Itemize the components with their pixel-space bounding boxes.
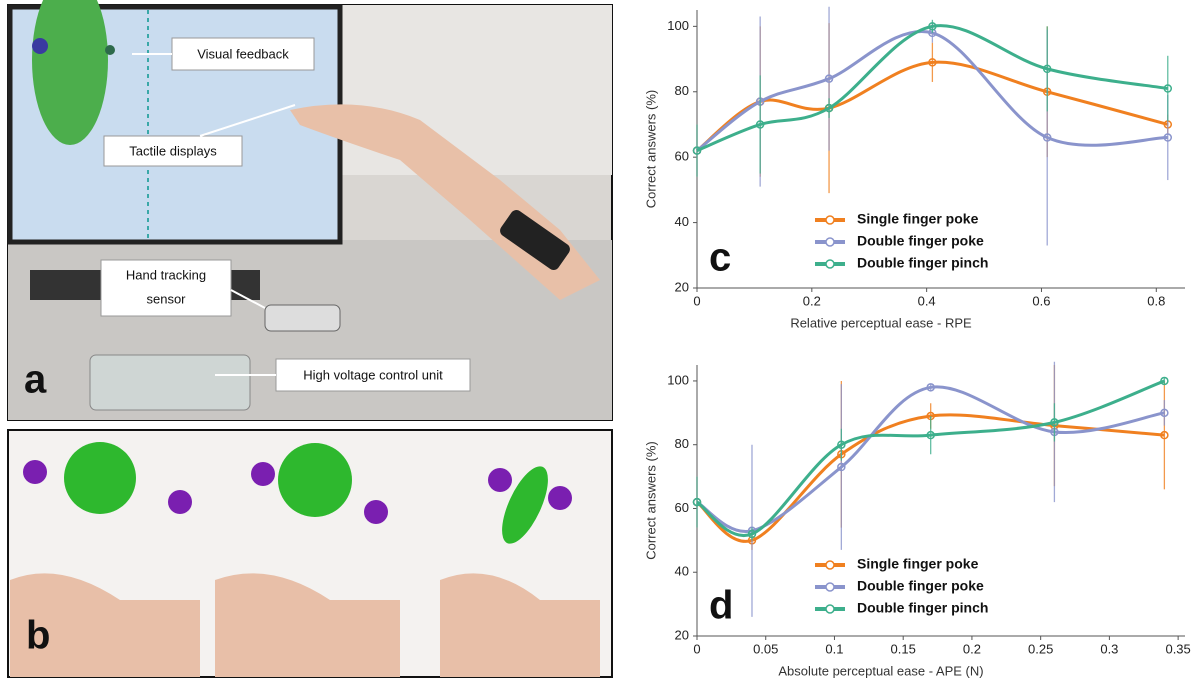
x-tick-label: 0 [693, 293, 700, 308]
callout-text: sensor [146, 291, 186, 306]
y-tick-label: 80 [675, 83, 689, 98]
legend-marker [826, 238, 834, 246]
legend-label: Double finger pinch [857, 255, 988, 271]
y-tick-label: 60 [675, 149, 689, 164]
legend-marker [826, 216, 834, 224]
panel-letter: d [709, 584, 733, 628]
x-tick-label: 0.25 [1028, 641, 1053, 656]
x-tick-label: 0.35 [1165, 641, 1190, 656]
x-tick-label: 0.6 [1032, 293, 1050, 308]
y-tick-label: 40 [675, 564, 689, 579]
y-axis-title: Correct answers (%) [643, 90, 658, 208]
panel-letter: b [26, 614, 50, 658]
x-tick-label: 0 [693, 641, 700, 656]
legend-marker [826, 605, 834, 613]
series [694, 365, 1168, 550]
callout-text: Visual feedback [197, 46, 289, 61]
legend-marker [826, 583, 834, 591]
panel-letter: c [709, 236, 731, 280]
x-axis-title: Absolute perceptual ease - APE (N) [778, 663, 983, 678]
x-tick-label: 0.4 [918, 293, 936, 308]
x-tick-label: 0.2 [803, 293, 821, 308]
x-tick-label: 0.1 [825, 641, 843, 656]
photo-b: b [8, 430, 612, 677]
legend-label: Single finger poke [857, 211, 979, 227]
legend-label: Double finger poke [857, 233, 984, 249]
y-axis-title: Correct answers (%) [643, 441, 658, 559]
y-tick-label: 40 [675, 214, 689, 229]
legend-marker [826, 260, 834, 268]
y-tick-label: 100 [667, 372, 689, 387]
callout-text: Hand tracking [126, 267, 206, 282]
figure: Visual feedback Tactile displays Hand tr… [0, 0, 1195, 682]
y-tick-label: 20 [675, 627, 689, 642]
y-tick-label: 20 [675, 279, 689, 294]
x-tick-label: 0.8 [1147, 293, 1165, 308]
callout-text: High voltage control unit [303, 367, 443, 382]
panel-letter: a [24, 358, 47, 402]
callout-text: Tactile displays [129, 143, 217, 158]
series [694, 377, 1168, 540]
x-tick-label: 0.3 [1100, 641, 1118, 656]
series [694, 23, 1172, 193]
legend-marker [826, 561, 834, 569]
y-tick-label: 100 [667, 18, 689, 33]
photo-a: Visual feedback Tactile displays Hand tr… [8, 0, 612, 420]
x-tick-label: 0.05 [753, 641, 778, 656]
legend-label: Single finger poke [857, 556, 979, 572]
y-tick-label: 80 [675, 436, 689, 451]
x-tick-label: 0.2 [963, 641, 981, 656]
x-axis-title: Relative perceptual ease - RPE [790, 315, 972, 330]
x-tick-label: 0.15 [891, 641, 916, 656]
y-tick-label: 60 [675, 500, 689, 515]
series [694, 7, 1172, 246]
legend-label: Double finger poke [857, 578, 984, 594]
figure-canvas: Visual feedback Tactile displays Hand tr… [0, 0, 1195, 682]
legend-label: Double finger pinch [857, 600, 988, 616]
